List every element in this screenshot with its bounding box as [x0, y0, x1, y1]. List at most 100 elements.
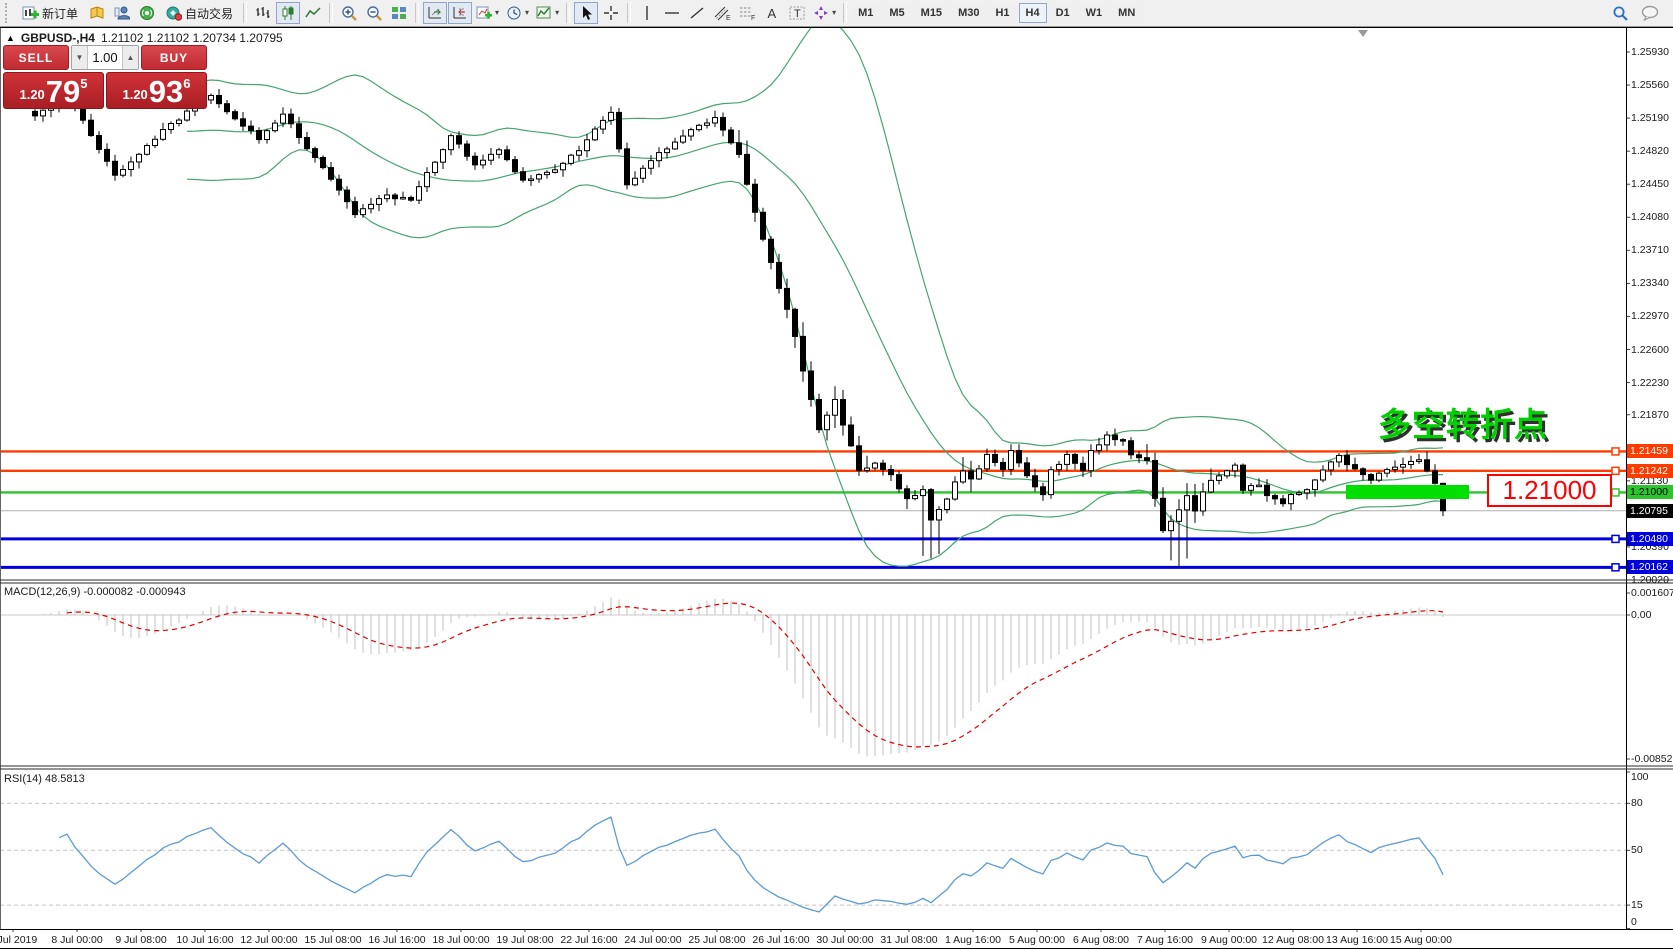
horizontal-line-tool[interactable]: [660, 2, 684, 24]
line-chart-icon: [305, 7, 321, 18]
fibonacci-tool[interactable]: F: [735, 2, 759, 24]
text-tool[interactable]: A: [760, 2, 784, 24]
timeframe-m30[interactable]: M30: [951, 3, 987, 23]
hline-endpoint-marker: [1611, 563, 1620, 572]
auto-trading-label: 自动交易: [185, 6, 234, 21]
person-chart-icon: [114, 6, 131, 20]
price-level-box[interactable]: 1.21000: [1487, 474, 1612, 507]
auto-trading-button[interactable]: 自动交易: [160, 2, 239, 24]
macd-axis-min: -0.008522: [1631, 753, 1673, 765]
time-axis-label: 15 Jul 08:00: [304, 934, 362, 946]
new-chart-icon: [476, 6, 493, 19]
horizontal-line-icon: [665, 12, 680, 14]
history-book-icon: [90, 6, 104, 19]
toolbar: 新订单 自动交易: [0, 0, 1673, 27]
channel-tool[interactable]: E: [710, 2, 734, 24]
time-axis-label: 8 Jul 00:00: [51, 934, 103, 946]
new-order-button[interactable]: 新订单: [16, 2, 84, 24]
search-button[interactable]: [1608, 2, 1632, 24]
turning-point-annotation[interactable]: 多空转折点: [1378, 406, 1548, 443]
time-axis-label: 18 Jul 00:00: [432, 934, 490, 946]
crosshair-button[interactable]: [599, 2, 623, 24]
svg-text:T: T: [794, 8, 801, 20]
timeframe-w1[interactable]: W1: [1078, 3, 1110, 23]
hline-endpoint-marker: [1611, 488, 1620, 497]
svg-text:E: E: [726, 15, 731, 21]
signals-button[interactable]: [135, 2, 159, 24]
price-tick-label: 1.24080: [1631, 211, 1669, 224]
tile-windows-button[interactable]: [387, 2, 411, 24]
volume-increase-button[interactable]: ▲: [122, 46, 138, 69]
sell-button[interactable]: SELL: [3, 45, 69, 70]
svg-text:F: F: [751, 15, 755, 21]
time-axis-label: 6 Aug 08:00: [1072, 934, 1130, 946]
caret-down-icon: ▾: [555, 8, 560, 17]
time-axis-label: 31 Jul 08:00: [880, 934, 938, 946]
toolbar-separator: [843, 3, 848, 23]
new-order-label: 新订单: [42, 6, 79, 21]
show-indicator-window-button[interactable]: [423, 2, 448, 24]
cursor-button[interactable]: [574, 2, 599, 24]
zoom-in-button[interactable]: [337, 2, 361, 24]
timeframe-h1[interactable]: H1: [988, 3, 1017, 23]
chart-shift-marker: [1358, 30, 1368, 37]
time-axis-label: 1 Aug 16:00: [944, 934, 1002, 946]
svg-text:A: A: [768, 6, 777, 21]
toolbar-grip: [5, 3, 12, 23]
arrows-dropdown[interactable]: ▾: [810, 2, 839, 24]
rsi-axis-100: 100: [1631, 771, 1649, 783]
time-axis-label: 5 Aug 00:00: [1008, 934, 1066, 946]
trendline-tool[interactable]: [685, 2, 709, 24]
trendline-icon: [690, 7, 704, 19]
chat-button[interactable]: [1638, 2, 1663, 24]
price-tick-label: 1.22600: [1631, 343, 1669, 356]
tile-windows-icon: [392, 7, 407, 19]
chart-window[interactable]: ▲ GBPUSD-,H4 1.21102 1.21102 1.20734 1.2…: [0, 27, 1673, 950]
price-tick-label: 1.23340: [1631, 277, 1669, 290]
bar-chart-button[interactable]: [251, 2, 275, 24]
time-axis-label: 9 Aug 00:00: [1200, 934, 1258, 946]
price-badge-1.20480: 1.20480: [1627, 531, 1673, 546]
chat-bubble-icon: [1641, 5, 1659, 21]
timeframe-m15[interactable]: M15: [913, 3, 950, 23]
timeframe-m1[interactable]: M1: [851, 3, 881, 23]
label-tool[interactable]: T: [785, 2, 809, 24]
indicators-dropdown[interactable]: ▾: [533, 2, 562, 24]
timeframe-h4[interactable]: H4: [1018, 3, 1047, 23]
community-button[interactable]: [110, 2, 134, 24]
bollinger-lower-band: [186, 149, 1444, 567]
line-chart-button[interactable]: [301, 2, 325, 24]
volume-decrease-button[interactable]: ▼: [72, 46, 88, 69]
vertical-line-tool[interactable]: [635, 2, 659, 24]
timeframe-mn[interactable]: MN: [1111, 3, 1143, 23]
buy-price-figure: 1.20: [122, 87, 148, 102]
macd-signal-line: [66, 602, 1444, 748]
zoom-out-button[interactable]: [362, 2, 386, 24]
bollinger-middle-band: [186, 121, 1443, 495]
timeframe-dropdown[interactable]: ▾: [503, 2, 532, 24]
rsi-axis-0: 0: [1631, 916, 1637, 928]
rsi-label: RSI(14) 48.5813: [4, 773, 85, 785]
new-chart-dropdown[interactable]: ▾: [473, 2, 502, 24]
buy-price-button[interactable]: 1.20 93 6: [106, 72, 207, 109]
price-badge-1.21242: 1.21242: [1627, 463, 1673, 478]
history-button[interactable]: [85, 2, 109, 24]
price-tick-label: 1.25930: [1631, 46, 1669, 58]
rsi-name: RSI(14): [4, 773, 42, 785]
buy-button[interactable]: BUY: [141, 45, 207, 70]
volume-field[interactable]: 1.00: [92, 50, 118, 65]
price-tick-label: 1.20020: [1631, 573, 1669, 586]
rsi-axis-50: 50: [1631, 844, 1643, 857]
signal-icon: [140, 6, 155, 20]
crosshair-icon: [604, 6, 619, 20]
sell-price-button[interactable]: 1.20 79 5: [3, 72, 104, 109]
sell-label: SELL: [18, 50, 54, 65]
timeframe-m5[interactable]: M5: [882, 3, 912, 23]
symbol-collapse-icon[interactable]: ▲: [6, 33, 15, 43]
period-separators-button[interactable]: [448, 2, 473, 24]
current-price-badge: 1.20795: [1627, 503, 1673, 518]
time-axis-label: 10 Jul 16:00: [176, 934, 234, 946]
time-axis-label: 12 Jul 00:00: [240, 934, 298, 946]
timeframe-d1[interactable]: D1: [1048, 3, 1077, 23]
candle-chart-button[interactable]: [276, 2, 301, 24]
